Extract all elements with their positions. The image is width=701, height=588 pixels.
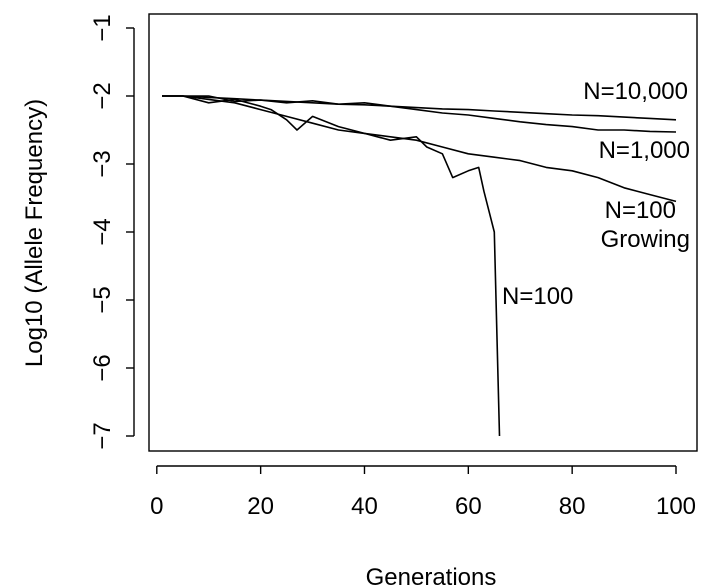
plot-frame [148, 13, 698, 452]
y-tick-label: −7 [89, 422, 116, 449]
x-tick-label: 60 [455, 493, 482, 520]
series-label-n10000: N=10,000 [583, 78, 688, 105]
y-tick-label: −5 [89, 286, 116, 313]
series-line-3 [162, 95, 501, 437]
x-tick-label: 0 [150, 493, 163, 520]
x-tick-label: 40 [351, 493, 378, 520]
y-tick-label: −6 [89, 354, 116, 381]
series-label-n1000: N=1,000 [599, 137, 690, 164]
series-line-0 [162, 95, 677, 121]
x-axis: 0 20 40 60 80 100 [150, 465, 696, 520]
y-tick-label: −4 [89, 218, 116, 245]
y-tick-label: −3 [89, 150, 116, 177]
x-tick-label: 20 [247, 493, 274, 520]
series-label-n100-growing: N=100 Growing [601, 197, 690, 253]
y-axis: −7 −6 −5 −4 −3 −2 −1 [89, 14, 135, 450]
y-tick-label: −2 [89, 82, 116, 109]
y-axis-title: Log10 (Allele Frequency) [21, 99, 48, 367]
series-label-n100: N=100 [502, 283, 573, 310]
x-tick-label: 80 [559, 493, 586, 520]
series-labels: N=10,000 N=1,000 N=100 Growing N=100 [502, 78, 690, 310]
x-axis-title: Generations [366, 564, 497, 588]
series-line-2 [162, 95, 677, 203]
y-tick-label: −1 [89, 14, 116, 41]
series-layer [162, 95, 677, 437]
x-tick-label: 100 [656, 493, 696, 520]
